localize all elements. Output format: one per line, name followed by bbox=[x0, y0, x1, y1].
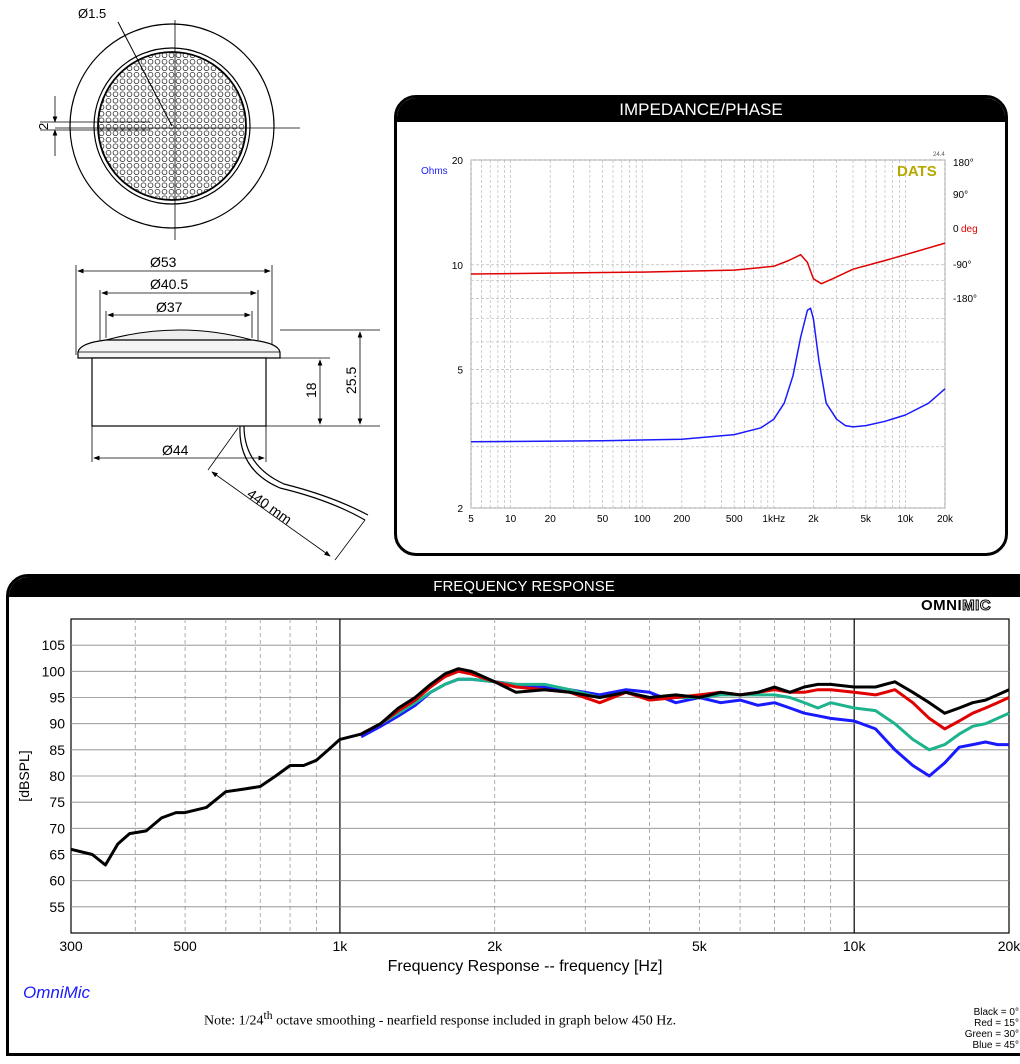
dim-2: 2 bbox=[36, 123, 51, 130]
software-label: OmniMic bbox=[23, 983, 91, 1002]
impedance-y-tick: 5 bbox=[457, 366, 463, 377]
fr-y-axis-label: [dBSPL] bbox=[16, 750, 32, 801]
fr-y-tick: 100 bbox=[42, 663, 66, 679]
impedance-x-tick: 10k bbox=[897, 514, 914, 525]
impedance-x-tick: 20 bbox=[545, 514, 557, 525]
impedance-y-tick: 2 bbox=[457, 504, 463, 515]
phase-tick: 90° bbox=[953, 190, 968, 201]
dim-d40-5: Ø40.5 bbox=[150, 276, 188, 292]
fr-y-tick: 75 bbox=[49, 794, 65, 810]
legend-red: Red = 15° bbox=[974, 1018, 1019, 1029]
fr-y-tick: 55 bbox=[49, 899, 65, 915]
impedance-x-tick: 200 bbox=[673, 514, 690, 525]
impedance-x-tick: 20k bbox=[937, 514, 954, 525]
dim-d37: Ø37 bbox=[156, 299, 183, 315]
fr-y-tick: 80 bbox=[49, 768, 65, 784]
fr-x-tick: 1k bbox=[333, 938, 349, 954]
fr-y-tick: 60 bbox=[49, 873, 65, 889]
fr-x-axis-label: Frequency Response -- frequency [Hz] bbox=[388, 958, 663, 975]
impedance-x-tick: 10 bbox=[505, 514, 517, 525]
phase-line bbox=[470, 242, 946, 285]
fr-x-tick: 2k bbox=[487, 938, 503, 954]
phase-tick: 0 bbox=[953, 224, 959, 235]
impedance-line bbox=[470, 307, 946, 443]
fr-panel-title: FREQUENCY RESPONSE bbox=[9, 577, 1020, 597]
fr-x-tick: 500 bbox=[173, 938, 197, 954]
dim-18: 18 bbox=[303, 382, 319, 398]
impedance-x-tick: 5k bbox=[860, 514, 872, 525]
deg-axis-label: deg bbox=[961, 224, 978, 235]
omnimic-logo: OMNIMIC bbox=[921, 597, 992, 615]
fr-x-tick: 5k bbox=[692, 938, 708, 954]
ohms-axis-label: Ohms bbox=[421, 166, 448, 177]
impedance-phase-panel: IMPEDANCE/PHASE 5 10 20 50 100 200 500 1kHz 2k 5k… bbox=[394, 95, 1008, 556]
legend-green: Green = 30° bbox=[964, 1029, 1019, 1040]
frequency-response-panel: FREQUENCY RESPONSE OMNIMIC 55 60 65 70 75 80 8… bbox=[6, 574, 1020, 1056]
legend-black: Black = 0° bbox=[973, 1007, 1019, 1018]
frequency-response-chart: 55 60 65 70 75 80 85 90 95 100 105 300 500 1k 2k 5k 10k 2… bbox=[16, 618, 1020, 975]
impedance-x-tick: 2k bbox=[808, 514, 820, 525]
legend-blue: Blue = 45° bbox=[972, 1040, 1019, 1051]
dim-d1-5: Ø1.5 bbox=[78, 6, 106, 21]
smoothing-note: Note: 1/24th octave smoothing - nearfiel… bbox=[204, 1009, 677, 1029]
fr-x-tick: 20k bbox=[998, 938, 1020, 954]
impedance-panel-title: IMPEDANCE/PHASE bbox=[397, 98, 1005, 122]
dim-d44: Ø44 bbox=[162, 442, 189, 458]
fr-x-tick: 10k bbox=[843, 938, 867, 954]
impedance-x-tick: 500 bbox=[726, 514, 743, 525]
phase-tick: -90° bbox=[953, 260, 971, 271]
impedance-x-tick: 1kHz bbox=[762, 514, 785, 525]
dats-version: 24.4 bbox=[933, 152, 945, 158]
impedance-x-tick: 5 bbox=[468, 514, 474, 525]
fr-y-tick: 90 bbox=[49, 716, 65, 732]
fr-y-tick: 70 bbox=[49, 820, 65, 836]
dats-logo: DATS bbox=[897, 163, 937, 180]
dim-25-5: 25.5 bbox=[343, 367, 359, 394]
phase-tick: 180° bbox=[953, 158, 974, 169]
fr-y-tick: 105 bbox=[42, 637, 66, 653]
fr-y-tick: 95 bbox=[49, 690, 65, 706]
impedance-plot-area bbox=[470, 159, 946, 509]
dim-d53: Ø53 bbox=[150, 254, 177, 270]
dimension-drawing: Ø1.5 2 Ø53 Ø40.5 Ø37 Ø44 18 25.5 440 mm bbox=[36, 6, 380, 561]
angle-legend: Black = 0° Red = 15° Green = 30° Blue = … bbox=[949, 1007, 1019, 1051]
impedance-y-tick: 10 bbox=[452, 261, 464, 272]
fr-line-black-0deg bbox=[70, 667, 1010, 867]
impedance-y-tick: 20 bbox=[452, 156, 464, 167]
impedance-x-tick: 50 bbox=[597, 514, 609, 525]
fr-y-tick: 85 bbox=[49, 742, 65, 758]
top-view bbox=[40, 20, 300, 240]
side-view bbox=[75, 265, 380, 561]
impedance-chart: 5 10 20 50 100 200 500 1kHz 2k 5k 10k 20k251020Ohms… bbox=[421, 152, 978, 525]
phase-tick: -180° bbox=[953, 294, 977, 305]
fr-y-tick: 65 bbox=[49, 847, 65, 863]
dim-440mm: 440 mm bbox=[244, 485, 295, 527]
fr-x-tick: 300 bbox=[59, 938, 83, 954]
impedance-x-tick: 100 bbox=[634, 514, 651, 525]
